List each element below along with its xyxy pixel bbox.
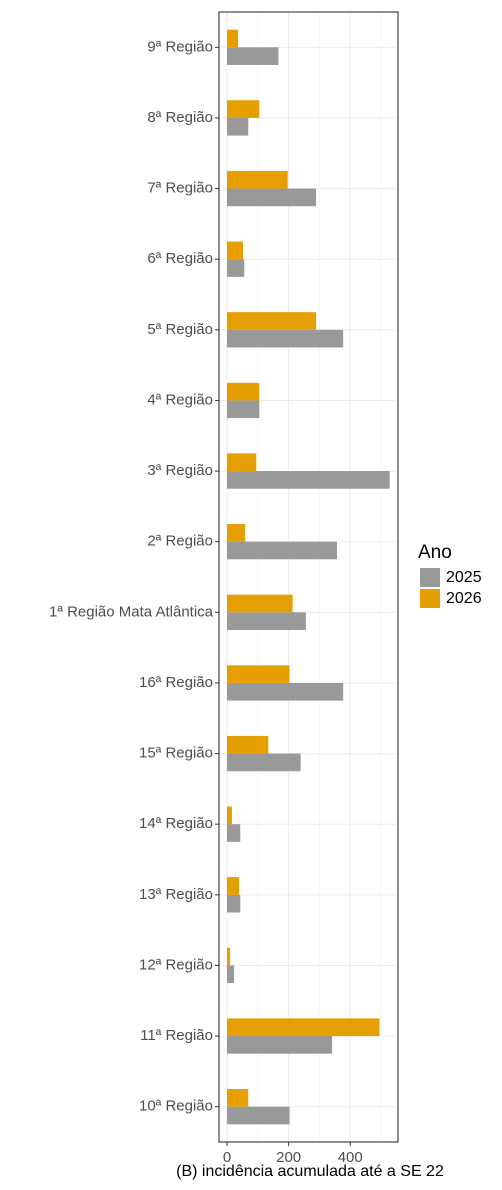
bar <box>227 1089 249 1107</box>
bar <box>227 894 241 913</box>
y-tick-label: 13ª Região <box>139 886 213 903</box>
bar <box>227 312 317 330</box>
y-tick-label: 2ª Região <box>147 533 213 550</box>
bar <box>227 29 239 48</box>
y-tick-label: 6ª Região <box>147 250 213 267</box>
bar <box>227 665 290 683</box>
bar <box>227 753 301 772</box>
y-tick-label: 15ª Região <box>139 745 213 762</box>
y-tick-label: 1ª Região Mata Atlântica <box>49 603 214 620</box>
y-tick-label: 9ª Região <box>147 38 213 55</box>
bar <box>227 594 293 613</box>
legend-key <box>420 589 440 608</box>
bar <box>227 453 257 472</box>
bar <box>227 170 288 189</box>
bar <box>227 47 279 65</box>
legend-label: 2025 <box>446 569 482 586</box>
y-tick-label: 4ª Região <box>147 391 213 408</box>
legend-title: Ano <box>418 542 452 563</box>
bar <box>227 541 337 560</box>
y-tick-label: 14ª Região <box>139 815 213 832</box>
legend-key <box>420 568 440 587</box>
panel-border <box>218 11 399 1143</box>
bar <box>227 806 232 825</box>
bar <box>227 241 244 260</box>
bar <box>227 735 269 754</box>
y-tick-label: 12ª Região <box>139 956 213 973</box>
y-tick-label: 7ª Região <box>147 180 213 197</box>
x-axis-title: (B) incidência acumulada até a SE 22 <box>176 1163 444 1180</box>
bar <box>227 682 344 701</box>
bar <box>227 612 306 630</box>
legend-label: 2026 <box>446 590 482 607</box>
bar <box>227 1036 333 1054</box>
bar <box>227 117 249 136</box>
bar <box>227 471 390 489</box>
bar <box>227 329 344 348</box>
x-tick-label: 0 <box>223 1149 231 1166</box>
bar <box>227 188 317 207</box>
bar <box>227 965 235 984</box>
bar <box>227 100 260 118</box>
bar <box>227 877 240 895</box>
x-tick-label: 200 <box>276 1149 301 1166</box>
y-tick-label: 8ª Região <box>147 109 213 126</box>
x-tick-label: 400 <box>338 1149 363 1166</box>
bar <box>227 1106 290 1125</box>
bar <box>227 947 231 966</box>
y-tick-label: 5ª Região <box>147 321 213 338</box>
y-tick-label: 16ª Região <box>139 674 213 691</box>
bar <box>227 1018 380 1037</box>
bar <box>227 524 246 542</box>
y-tick-label: 11ª Região <box>140 1027 213 1044</box>
y-tick-label: 10ª Região <box>139 1098 213 1115</box>
bar <box>227 824 241 842</box>
bar <box>227 382 260 401</box>
bar <box>227 259 245 277</box>
y-tick-label: 3ª Região <box>147 462 213 479</box>
bar <box>227 400 260 419</box>
